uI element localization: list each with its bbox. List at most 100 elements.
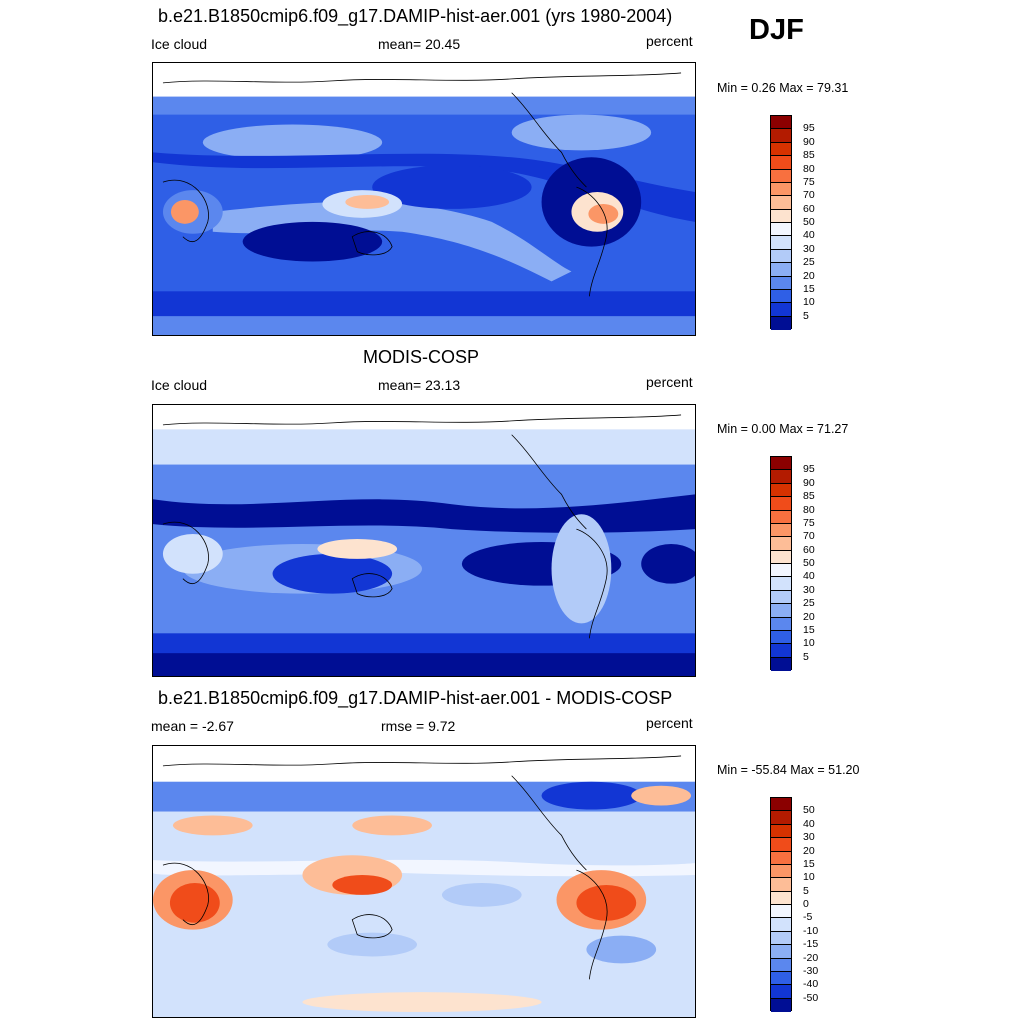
colorbar-tick-label: 10 (803, 637, 815, 650)
colorbar-swatch (771, 824, 791, 839)
colorbar-swatch (771, 644, 791, 658)
panel3-units: percent (646, 715, 693, 731)
panel1-map (152, 62, 696, 336)
colorbar-swatch (771, 457, 791, 471)
panel1-colorbar-ticks: 95 90 85 80 75 70 60 50 40 30 25 20 15 10 5 (803, 115, 843, 329)
colorbar-swatch (771, 116, 791, 130)
colorbar-swatch (771, 223, 791, 237)
colorbar-swatch (771, 196, 791, 210)
panel1-minmax: Min = 0.26 Max = 79.31 (717, 81, 849, 95)
colorbar-swatch (771, 182, 791, 197)
colorbar-tick-label: 30 (803, 583, 815, 596)
colorbar-tick-label: 95 (803, 463, 815, 476)
colorbar-swatch (771, 156, 791, 170)
panel2-mean-label: mean= 23.13 (378, 377, 461, 393)
panel1-units: percent (646, 33, 693, 49)
colorbar-tick-label: 10 (803, 296, 815, 309)
colorbar-tick-label: 95 (803, 122, 815, 135)
colorbar-swatch (771, 289, 791, 304)
colorbar-swatch (771, 891, 791, 905)
colorbar-swatch (771, 523, 791, 538)
panel2-minmax: Min = 0.00 Max = 71.27 (717, 422, 849, 436)
colorbar-tick-label: -30 (803, 964, 819, 977)
panel3-mean-label: mean = -2.67 (151, 718, 234, 734)
colorbar-swatch (771, 470, 791, 484)
colorbar-swatch (771, 276, 791, 290)
colorbar-tick-label: 30 (803, 242, 815, 255)
colorbar-swatch (771, 657, 791, 671)
colorbar-swatch (771, 838, 791, 852)
colorbar-swatch (771, 971, 791, 986)
panel1-colorbar (770, 115, 792, 330)
colorbar-swatch (771, 550, 791, 564)
colorbar-tick-label: 50 (803, 216, 815, 228)
colorbar-tick-label: 60 (803, 543, 815, 556)
panel3-minmax: Min = -55.84 Max = 51.20 (717, 763, 860, 777)
colorbar-tick-label: -20 (803, 951, 819, 964)
panel3-colorbar (770, 797, 792, 1012)
colorbar-swatch (771, 630, 791, 645)
panel3-title: b.e21.B1850cmip6.f09_g17.DAMIP-hist-aer.… (158, 688, 673, 708)
colorbar-swatch (771, 129, 791, 143)
colorbar-swatch (771, 263, 791, 277)
colorbar-tick-label: 0 (803, 898, 809, 910)
colorbar-tick-label: 5 (803, 309, 809, 322)
colorbar-tick-label: 15 (803, 623, 815, 636)
colorbar-tick-label: 40 (803, 817, 815, 830)
colorbar-tick-label: 20 (803, 610, 815, 623)
colorbar-tick-label: -15 (803, 938, 819, 951)
colorbar-tick-label: 20 (803, 844, 815, 857)
panel2-colorbar-ticks: 95 90 85 80 75 70 60 50 40 30 25 20 15 10 5 (803, 456, 843, 670)
colorbar-tick-label: 15 (803, 282, 815, 295)
colorbar-tick-label: 10 (803, 871, 815, 884)
panel2-colorbar (770, 456, 792, 671)
colorbar-tick-label: 40 (803, 570, 815, 583)
colorbar-swatch (771, 236, 791, 250)
colorbar-tick-label: 40 (803, 229, 815, 242)
colorbar-swatch (771, 316, 791, 330)
colorbar-swatch (771, 577, 791, 591)
colorbar-swatch (771, 878, 791, 892)
colorbar-swatch (771, 142, 791, 157)
panel3-colorbar-ticks: 50 40 30 20 15 10 5 0 -5 -10 -15 -20 -30 -40 -50 (803, 797, 843, 1011)
colorbar-tick-label: 85 (803, 149, 815, 162)
season-label: DJF (749, 14, 804, 46)
colorbar-tick-label: 20 (803, 269, 815, 282)
colorbar-tick-label: 90 (803, 476, 815, 489)
colorbar-tick-label: 85 (803, 490, 815, 503)
panel1-left-label: Ice cloud (151, 36, 208, 52)
panel2-left-label: Ice cloud (151, 377, 208, 393)
colorbar-tick-label: -50 (803, 991, 819, 1004)
colorbar-tick-label: 70 (803, 530, 815, 543)
colorbar-swatch (771, 918, 791, 932)
panel1-mean-label: mean= 20.45 (378, 36, 461, 52)
colorbar-swatch (771, 169, 791, 183)
panel1-title: b.e21.B1850cmip6.f09_g17.DAMIP-hist-aer.… (158, 6, 673, 26)
colorbar-tick-label: 25 (803, 597, 815, 610)
colorbar-tick-label: 15 (803, 857, 815, 870)
colorbar-swatch (771, 497, 791, 511)
colorbar-swatch (771, 303, 791, 317)
colorbar-swatch (771, 604, 791, 618)
colorbar-swatch (771, 811, 791, 825)
colorbar-tick-label: 25 (803, 256, 815, 269)
colorbar-swatch (771, 998, 791, 1012)
colorbar-swatch (771, 851, 791, 865)
colorbar-tick-label: 80 (803, 162, 815, 175)
panel2-map (152, 404, 696, 677)
colorbar-tick-label: 5 (803, 884, 809, 897)
colorbar-tick-label: -40 (803, 978, 819, 991)
colorbar-tick-label: -5 (803, 911, 813, 924)
colorbar-swatch (771, 617, 791, 631)
panel2-title: MODIS-COSP (363, 347, 480, 367)
colorbar-tick-label: -10 (803, 924, 819, 937)
colorbar-tick-label: 75 (803, 175, 815, 188)
colorbar-swatch (771, 209, 791, 223)
colorbar-swatch (771, 537, 791, 551)
colorbar-swatch (771, 985, 791, 999)
colorbar-swatch (771, 958, 791, 972)
colorbar-swatch (771, 798, 791, 812)
colorbar-swatch (771, 905, 791, 919)
panel2-units: percent (646, 374, 693, 390)
panel3-rmse-label: rmse = 9.72 (381, 718, 456, 734)
